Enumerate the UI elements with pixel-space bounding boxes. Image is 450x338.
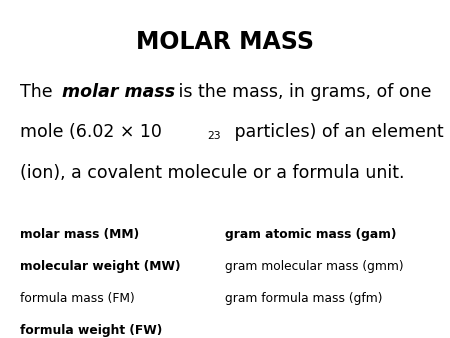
Text: formula weight (FW): formula weight (FW) [20,324,162,337]
Text: molecular weight (MW): molecular weight (MW) [20,260,181,273]
Text: gram atomic mass (gam): gram atomic mass (gam) [225,228,396,241]
Text: is the mass, in grams, of one: is the mass, in grams, of one [173,83,431,101]
Text: The: The [20,83,58,101]
Text: molar mass (MM): molar mass (MM) [20,228,140,241]
Text: (ion), a covalent molecule or a formula unit.: (ion), a covalent molecule or a formula … [20,164,405,182]
Text: molar mass: molar mass [62,83,175,101]
Text: formula mass (FM): formula mass (FM) [20,292,135,305]
Text: MOLAR MASS: MOLAR MASS [136,30,314,54]
Text: particles) of an element: particles) of an element [229,123,443,141]
Text: gram molecular mass (gmm): gram molecular mass (gmm) [225,260,404,273]
Text: mole (6.02 × 10: mole (6.02 × 10 [20,123,162,141]
Text: gram formula mass (gfm): gram formula mass (gfm) [225,292,382,305]
Text: 23: 23 [207,131,220,141]
